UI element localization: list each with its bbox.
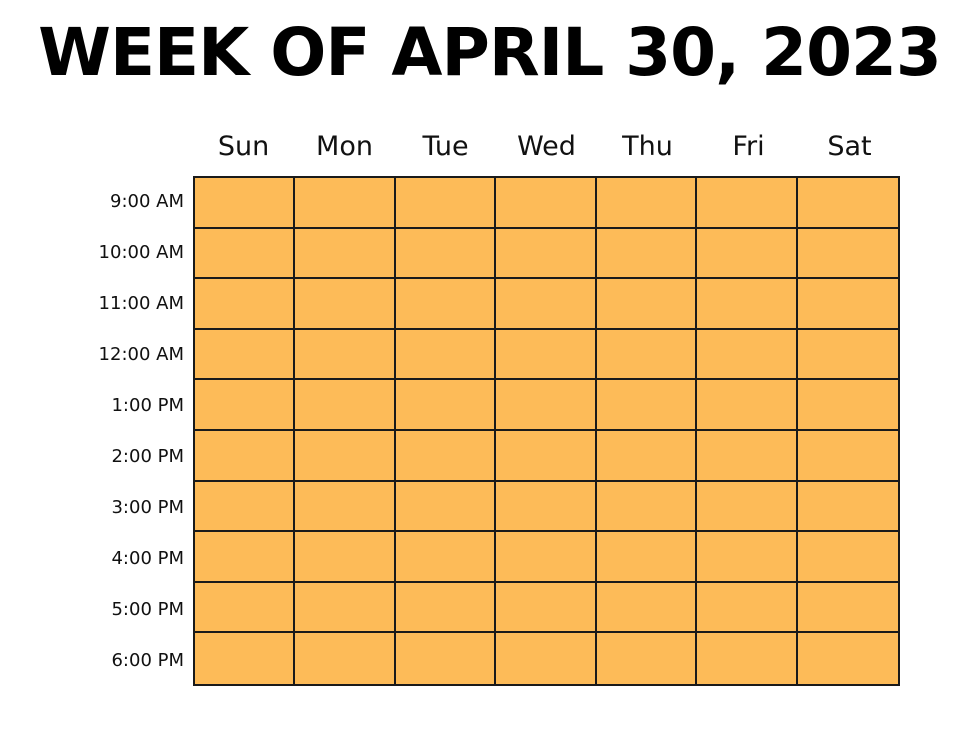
time-slot-cell[interactable]	[295, 178, 396, 229]
time-slot-cell[interactable]	[395, 481, 497, 533]
time-slot-cell[interactable]	[697, 279, 798, 330]
time-slot-cell[interactable]	[295, 633, 396, 684]
time-slot-cell[interactable]	[697, 380, 798, 431]
time-label: 11:00 AM	[98, 293, 184, 314]
time-slot-cell[interactable]	[395, 380, 497, 431]
time-slot-cell[interactable]	[395, 532, 497, 583]
time-slot-cell[interactable]	[797, 430, 898, 482]
time-slot-cell[interactable]	[596, 279, 698, 330]
time-label: 3:00 PM	[111, 497, 184, 518]
time-slot-cell[interactable]	[195, 178, 296, 229]
time-label: 12:00 AM	[98, 344, 184, 365]
time-slot-cell[interactable]	[395, 633, 497, 684]
time-slot-cell[interactable]	[697, 178, 798, 229]
time-label: 1:00 PM	[111, 395, 184, 416]
time-slot-cell[interactable]	[496, 481, 597, 533]
day-header-mon: Mon	[316, 131, 373, 162]
day-header-wed: Wed	[517, 131, 576, 162]
time-slot-cell[interactable]	[797, 633, 898, 684]
time-label: 10:00 AM	[98, 242, 184, 263]
time-slot-cell[interactable]	[395, 430, 497, 482]
day-header-row: Sun Mon Tue Wed Thu Fri Sat	[193, 127, 900, 167]
time-slot-cell[interactable]	[797, 178, 898, 229]
time-label-column: 9:00 AM 10:00 AM 11:00 AM 12:00 AM 1:00 …	[60, 176, 184, 686]
time-slot-cell[interactable]	[496, 178, 597, 229]
time-slot-cell[interactable]	[697, 633, 798, 684]
time-slot-cell[interactable]	[697, 430, 798, 482]
time-slot-cell[interactable]	[697, 481, 798, 533]
time-slot-cell[interactable]	[797, 582, 898, 634]
time-slot-cell[interactable]	[797, 481, 898, 533]
time-slot-cell[interactable]	[496, 430, 597, 482]
time-slot-cell[interactable]	[496, 279, 597, 330]
time-slot-cell[interactable]	[395, 329, 497, 381]
time-label: 4:00 PM	[111, 548, 184, 569]
time-label: 5:00 PM	[111, 599, 184, 620]
time-slot-cell[interactable]	[697, 582, 798, 634]
day-header-tue: Tue	[422, 131, 469, 162]
time-slot-cell[interactable]	[596, 532, 698, 583]
time-slot-cell[interactable]	[295, 279, 396, 330]
time-slot-cell[interactable]	[195, 633, 296, 684]
time-slot-cell[interactable]	[195, 329, 296, 381]
time-slot-cell[interactable]	[496, 532, 597, 583]
time-slot-cell[interactable]	[395, 582, 497, 634]
time-slot-cell[interactable]	[596, 380, 698, 431]
time-slot-cell[interactable]	[797, 228, 898, 280]
time-slot-cell[interactable]	[596, 228, 698, 280]
time-slot-cell[interactable]	[395, 178, 497, 229]
time-slot-cell[interactable]	[496, 633, 597, 684]
time-slot-cell[interactable]	[295, 430, 396, 482]
time-slot-cell[interactable]	[596, 329, 698, 381]
time-slot-cell[interactable]	[496, 228, 597, 280]
time-slot-cell[interactable]	[395, 228, 497, 280]
time-slot-cell[interactable]	[295, 228, 396, 280]
day-header-sat: Sat	[827, 131, 872, 162]
time-slot-cell[interactable]	[596, 582, 698, 634]
schedule-grid	[193, 176, 900, 686]
time-slot-cell[interactable]	[195, 380, 296, 431]
time-slot-cell[interactable]	[797, 380, 898, 431]
time-slot-cell[interactable]	[697, 228, 798, 280]
page-title: WEEK OF APRIL 30, 2023	[38, 14, 942, 91]
time-slot-cell[interactable]	[596, 178, 698, 229]
time-slot-cell[interactable]	[395, 279, 497, 330]
day-header-fri: Fri	[732, 131, 765, 162]
time-slot-cell[interactable]	[596, 430, 698, 482]
time-label: 2:00 PM	[111, 446, 184, 467]
time-slot-cell[interactable]	[797, 329, 898, 381]
time-slot-cell[interactable]	[195, 228, 296, 280]
time-slot-cell[interactable]	[195, 279, 296, 330]
time-slot-cell[interactable]	[295, 532, 396, 583]
day-header-thu: Thu	[622, 131, 673, 162]
time-slot-cell[interactable]	[295, 481, 396, 533]
time-slot-cell[interactable]	[596, 633, 698, 684]
time-slot-cell[interactable]	[195, 481, 296, 533]
time-slot-cell[interactable]	[496, 329, 597, 381]
time-label: 6:00 PM	[111, 650, 184, 671]
time-slot-cell[interactable]	[596, 481, 698, 533]
time-slot-cell[interactable]	[697, 329, 798, 381]
time-slot-cell[interactable]	[797, 279, 898, 330]
time-slot-cell[interactable]	[697, 532, 798, 583]
time-slot-cell[interactable]	[496, 582, 597, 634]
time-label: 9:00 AM	[110, 191, 184, 212]
time-slot-cell[interactable]	[295, 380, 396, 431]
time-slot-cell[interactable]	[195, 532, 296, 583]
time-slot-cell[interactable]	[496, 380, 597, 431]
day-header-sun: Sun	[217, 131, 270, 162]
time-slot-cell[interactable]	[195, 582, 296, 634]
time-slot-cell[interactable]	[195, 430, 296, 482]
time-slot-cell[interactable]	[797, 532, 898, 583]
time-slot-cell[interactable]	[295, 582, 396, 634]
time-slot-cell[interactable]	[295, 329, 396, 381]
